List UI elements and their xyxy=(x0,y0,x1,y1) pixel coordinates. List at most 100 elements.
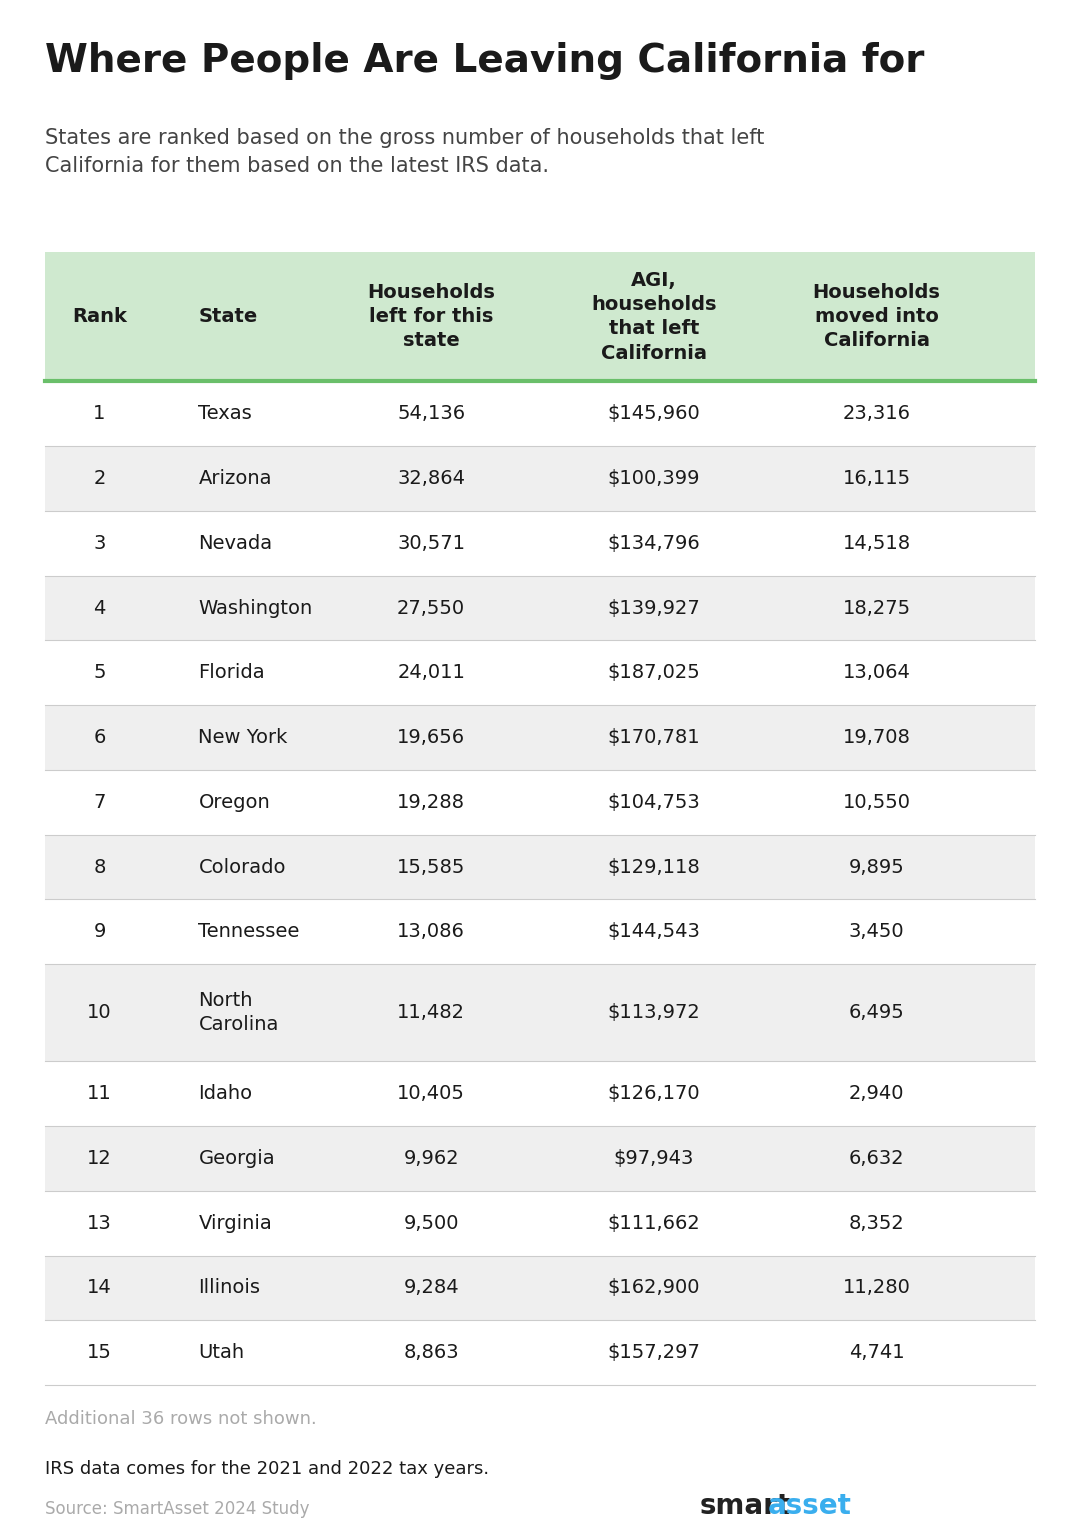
Text: 3,450: 3,450 xyxy=(849,922,904,941)
Text: 2: 2 xyxy=(93,469,106,489)
Bar xyxy=(45,576,1035,640)
Text: $157,297: $157,297 xyxy=(607,1344,700,1362)
Text: 4,741: 4,741 xyxy=(849,1344,904,1362)
Text: Utah: Utah xyxy=(199,1344,244,1362)
Text: Georgia: Georgia xyxy=(199,1149,275,1167)
Text: IRS data comes for the 2021 and 2022 tax years.: IRS data comes for the 2021 and 2022 tax… xyxy=(45,1460,489,1478)
Text: $170,781: $170,781 xyxy=(608,728,700,748)
Text: Idaho: Idaho xyxy=(199,1085,253,1103)
Text: Virginia: Virginia xyxy=(199,1213,272,1233)
Text: Rank: Rank xyxy=(72,308,126,326)
Text: 11,482: 11,482 xyxy=(397,1003,465,1022)
Text: 14: 14 xyxy=(87,1278,112,1298)
Text: 4: 4 xyxy=(93,599,106,617)
Text: smart: smart xyxy=(700,1492,792,1520)
Text: Households
moved into
California: Households moved into California xyxy=(812,283,941,351)
Text: Where People Are Leaving California for: Where People Are Leaving California for xyxy=(45,41,924,80)
Text: 13: 13 xyxy=(87,1213,112,1233)
Text: 12: 12 xyxy=(87,1149,112,1167)
Text: 18,275: 18,275 xyxy=(842,599,910,617)
Bar xyxy=(45,835,1035,899)
Text: $145,960: $145,960 xyxy=(607,404,700,423)
Bar xyxy=(45,512,1035,576)
Text: $129,118: $129,118 xyxy=(607,858,700,876)
Text: Oregon: Oregon xyxy=(199,794,270,812)
Text: $97,943: $97,943 xyxy=(613,1149,694,1167)
Text: States are ranked based on the gross number of households that left
California f: States are ranked based on the gross num… xyxy=(45,129,765,176)
Text: $104,753: $104,753 xyxy=(607,794,700,812)
Text: 15,585: 15,585 xyxy=(397,858,465,876)
Text: asset: asset xyxy=(768,1492,852,1520)
Bar xyxy=(45,251,1035,381)
Text: Nevada: Nevada xyxy=(199,533,272,553)
Text: Colorado: Colorado xyxy=(199,858,286,876)
Text: 54,136: 54,136 xyxy=(397,404,465,423)
Text: ™: ™ xyxy=(836,1497,850,1511)
Text: Texas: Texas xyxy=(199,404,253,423)
Text: Illinois: Illinois xyxy=(199,1278,260,1298)
Text: 14,518: 14,518 xyxy=(842,533,910,553)
Text: Washington: Washington xyxy=(199,599,313,617)
Text: $100,399: $100,399 xyxy=(608,469,700,489)
Bar xyxy=(45,1256,1035,1321)
Text: $126,170: $126,170 xyxy=(608,1085,700,1103)
Text: 3: 3 xyxy=(93,533,106,553)
Text: State: State xyxy=(199,308,258,326)
Text: 19,656: 19,656 xyxy=(397,728,465,748)
Text: 23,316: 23,316 xyxy=(842,404,910,423)
Text: 10: 10 xyxy=(87,1003,111,1022)
Bar xyxy=(45,899,1035,964)
Text: 11: 11 xyxy=(87,1085,112,1103)
Text: 27,550: 27,550 xyxy=(397,599,465,617)
Text: 2,940: 2,940 xyxy=(849,1085,904,1103)
Text: New York: New York xyxy=(199,728,288,748)
Text: 10,405: 10,405 xyxy=(397,1085,465,1103)
Text: 15: 15 xyxy=(87,1344,112,1362)
Text: Tennessee: Tennessee xyxy=(199,922,300,941)
Bar xyxy=(45,705,1035,771)
Bar xyxy=(45,1062,1035,1126)
Text: Households
left for this
state: Households left for this state xyxy=(367,283,495,351)
Text: $113,972: $113,972 xyxy=(607,1003,700,1022)
Bar xyxy=(45,446,1035,512)
Text: 32,864: 32,864 xyxy=(397,469,465,489)
Bar xyxy=(45,1126,1035,1190)
Bar xyxy=(45,381,1035,446)
Text: Additional 36 rows not shown.: Additional 36 rows not shown. xyxy=(45,1409,316,1428)
Bar xyxy=(45,1190,1035,1256)
Text: 10,550: 10,550 xyxy=(842,794,910,812)
Text: 8,352: 8,352 xyxy=(849,1213,904,1233)
Text: North
Carolina: North Carolina xyxy=(199,991,279,1034)
Text: 9: 9 xyxy=(93,922,106,941)
Text: 9,962: 9,962 xyxy=(403,1149,459,1167)
Text: 6: 6 xyxy=(93,728,106,748)
Text: 9,895: 9,895 xyxy=(849,858,904,876)
Bar xyxy=(45,771,1035,835)
Text: 6,632: 6,632 xyxy=(849,1149,904,1167)
Text: 13,086: 13,086 xyxy=(397,922,465,941)
Bar xyxy=(45,640,1035,705)
Text: Florida: Florida xyxy=(199,663,265,682)
Text: 1: 1 xyxy=(93,404,106,423)
Text: $187,025: $187,025 xyxy=(607,663,700,682)
Bar xyxy=(45,1321,1035,1385)
Bar xyxy=(45,964,1035,1062)
Text: 9,500: 9,500 xyxy=(403,1213,459,1233)
Text: 9,284: 9,284 xyxy=(403,1278,459,1298)
Text: AGI,
households
that left
California: AGI, households that left California xyxy=(591,271,717,363)
Text: $139,927: $139,927 xyxy=(607,599,700,617)
Text: Arizona: Arizona xyxy=(199,469,272,489)
Text: $111,662: $111,662 xyxy=(607,1213,700,1233)
Text: 6,495: 6,495 xyxy=(849,1003,904,1022)
Text: 13,064: 13,064 xyxy=(842,663,910,682)
Text: 8: 8 xyxy=(93,858,106,876)
Text: 16,115: 16,115 xyxy=(842,469,910,489)
Text: 19,708: 19,708 xyxy=(842,728,910,748)
Text: Source: SmartAsset 2024 Study: Source: SmartAsset 2024 Study xyxy=(45,1500,310,1518)
Text: $144,543: $144,543 xyxy=(607,922,700,941)
Text: 19,288: 19,288 xyxy=(397,794,465,812)
Text: 5: 5 xyxy=(93,663,106,682)
Text: $134,796: $134,796 xyxy=(607,533,700,553)
Text: 8,863: 8,863 xyxy=(403,1344,459,1362)
Text: 7: 7 xyxy=(93,794,106,812)
